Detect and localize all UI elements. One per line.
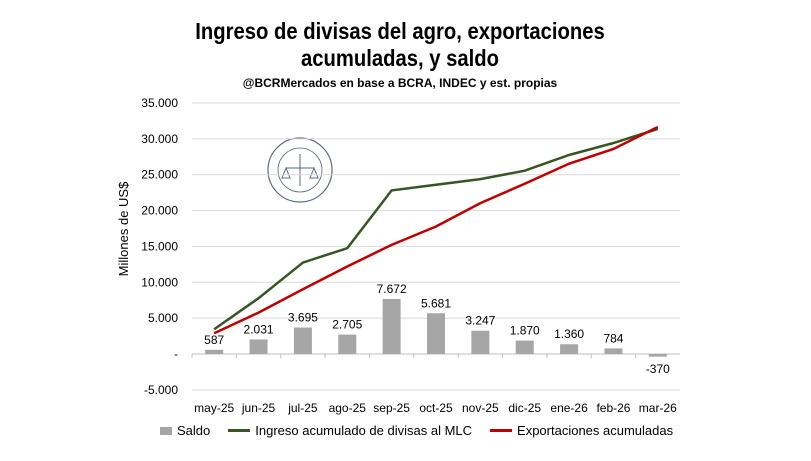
bar-data-label: 7.672 [377, 282, 407, 296]
legend: Saldo Ingreso acumulado de divisas al ML… [160, 423, 673, 438]
bar-saldo [648, 354, 667, 357]
bar-data-label: 3.695 [288, 311, 318, 325]
bar-data-label: 5.681 [421, 296, 451, 310]
y-tick-label: 30.000 [141, 132, 178, 146]
bar-data-label: 3.247 [465, 314, 495, 328]
x-tick-label: mar-26 [639, 401, 677, 415]
bar-saldo [382, 298, 401, 354]
bar-data-label: 784 [603, 331, 623, 345]
bar-data-label: 587 [204, 333, 224, 347]
bar-data-label: 2.031 [244, 322, 274, 336]
y-tick-label: 25.000 [141, 168, 178, 182]
bar-saldo [604, 348, 623, 354]
bar-saldo [427, 313, 445, 354]
watermark-seal [267, 137, 333, 203]
y-tick-label: 20.000 [141, 204, 178, 218]
chart-subtitle: @BCRMercados en base a BCRA, INDEC y est… [242, 76, 558, 90]
bar-data-label: 1.870 [510, 324, 540, 338]
y-tick-label: 10.000 [141, 275, 178, 289]
bar-saldo [249, 339, 268, 354]
bar-data-label: 2.705 [332, 318, 362, 332]
x-tick-label: sep-25 [373, 401, 410, 415]
legend-item-ingreso: Ingreso acumulado de divisas al MLC [228, 423, 472, 438]
legend-item-saldo: Saldo [160, 423, 210, 438]
bar-saldo [293, 327, 312, 354]
x-tick-label: jul-25 [287, 401, 318, 415]
x-tick-label: dic-25 [508, 401, 541, 415]
x-tick-label: ago-25 [329, 401, 367, 415]
bar-saldo [560, 344, 579, 354]
y-tick-label: - [174, 347, 178, 361]
bar-saldo [471, 330, 490, 354]
bar-saldo [205, 349, 224, 354]
x-tick-label: jun-25 [241, 401, 276, 415]
x-tick-label: may-25 [194, 401, 234, 415]
y-tick-label: 15.000 [141, 239, 178, 253]
y-tick-label: -5.000 [144, 383, 178, 397]
y-tick-label: 5.000 [148, 311, 178, 325]
bar-saldo [338, 334, 357, 354]
bar-data-label: -370 [646, 362, 670, 376]
x-tick-label: ene-26 [550, 401, 588, 415]
y-tick-label: 35.000 [141, 96, 178, 110]
x-tick-label: oct-25 [419, 401, 453, 415]
legend-item-exportaciones: Exportaciones acumuladas [490, 423, 673, 438]
bar-data-label: 1.360 [554, 327, 584, 341]
watermark-scales-icon [281, 154, 319, 186]
x-tick-label: feb-26 [596, 401, 630, 415]
chart-title: Ingreso de divisas del agro, exportacion… [195, 18, 605, 71]
bar-saldo [515, 340, 534, 354]
y-axis-label: Millones de US$ [116, 181, 131, 276]
watermark-seal-inner [277, 147, 323, 193]
x-tick-label: nov-25 [462, 401, 499, 415]
